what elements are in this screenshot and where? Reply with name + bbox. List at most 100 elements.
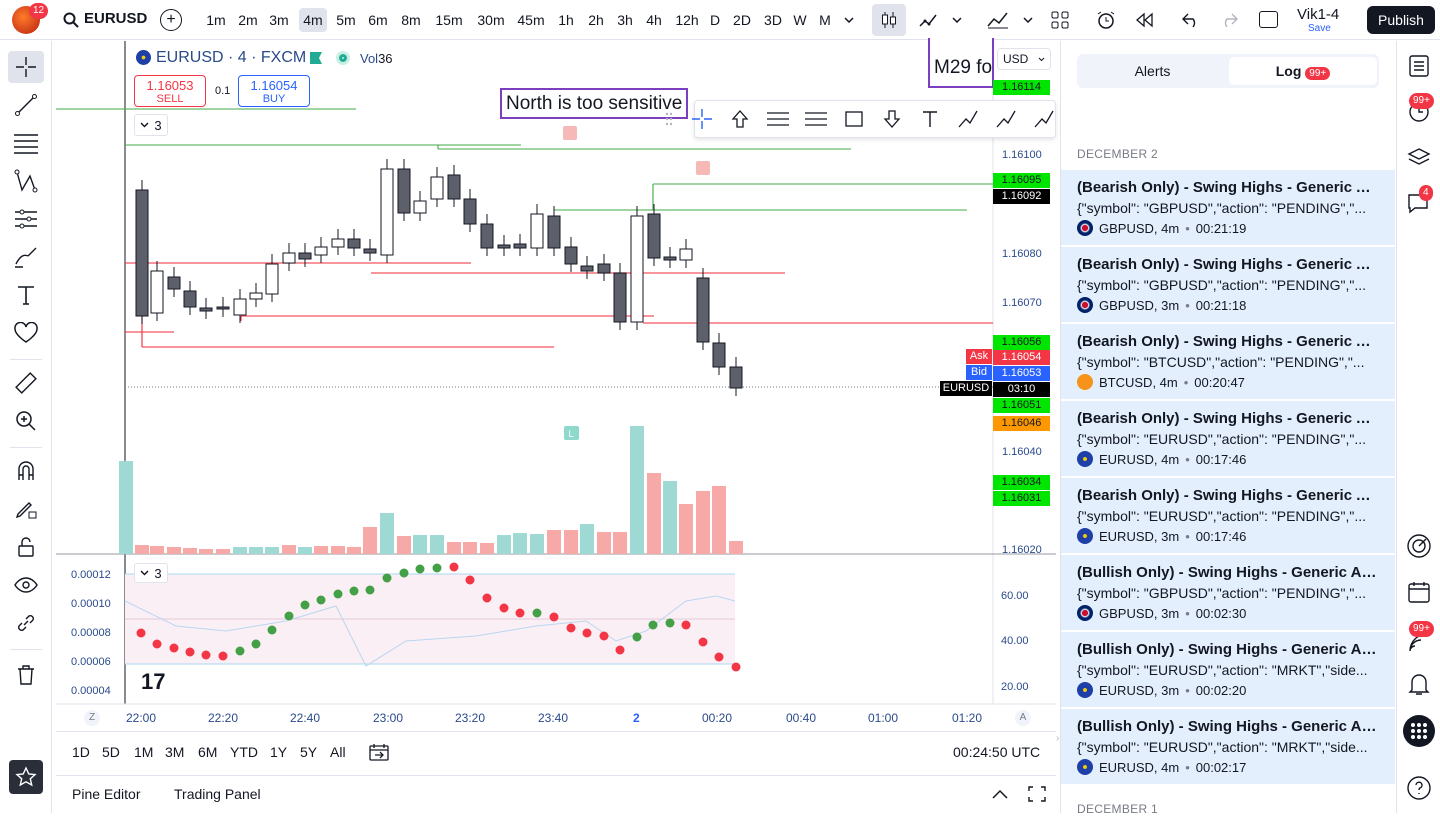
watchlist-icon[interactable]	[1405, 51, 1433, 81]
auto-scale-button[interactable]: A	[1015, 710, 1031, 726]
text-annotation-north[interactable]: North is too sensitive	[500, 88, 689, 119]
candle[interactable]	[463, 198, 477, 225]
interval-5m[interactable]: 5m	[336, 12, 356, 28]
notifications-bell-icon[interactable]	[1405, 669, 1433, 699]
indicators-icon[interactable]	[985, 8, 1011, 32]
candle[interactable]	[363, 248, 377, 254]
link-icon[interactable]	[8, 607, 44, 639]
highlighter-icon[interactable]	[1030, 105, 1058, 133]
zoom-in-icon[interactable]	[8, 405, 44, 437]
sell-button[interactable]: 1.16053 SELL	[134, 75, 206, 107]
layout-name[interactable]: Vik1-4	[1297, 6, 1340, 23]
interval-D[interactable]: D	[709, 12, 721, 28]
candle[interactable]	[547, 215, 561, 249]
range-1D[interactable]: 1D	[72, 744, 90, 760]
range-5Y[interactable]: 5Y	[300, 744, 318, 760]
candle[interactable]	[183, 290, 197, 308]
interval-2h[interactable]: 2h	[588, 12, 604, 28]
interval-W[interactable]: W	[793, 12, 807, 28]
candle[interactable]	[447, 174, 461, 200]
candle[interactable]	[249, 292, 263, 300]
indicators-template-icon[interactable]	[916, 8, 940, 32]
range-All[interactable]: All	[330, 744, 346, 760]
candle[interactable]	[480, 223, 494, 249]
tab-log[interactable]: Log 99+	[1229, 57, 1377, 85]
interval-12h[interactable]: 12h	[675, 12, 699, 28]
interval-4m[interactable]: 4m	[299, 8, 327, 32]
candle[interactable]	[282, 252, 296, 264]
pattern-tool-icon[interactable]	[8, 165, 44, 197]
arrow-down-icon[interactable]	[878, 105, 906, 133]
interval-6m[interactable]: 6m	[368, 12, 388, 28]
alert-log-item[interactable]: (Bearish Only) - Swing Highs - Generic A…	[1061, 324, 1395, 399]
chevron-up-icon[interactable]	[990, 785, 1010, 803]
currency-select[interactable]: USD	[997, 48, 1051, 70]
text-tool-icon[interactable]	[8, 279, 44, 311]
interval-2D[interactable]: 2D	[733, 12, 751, 28]
interval-3D[interactable]: 3D	[764, 12, 782, 28]
maximize-panel-icon[interactable]	[1026, 784, 1048, 804]
timezone-button[interactable]: Z	[84, 710, 100, 726]
symbol-search[interactable]: EURUSD	[84, 10, 148, 27]
chart-area[interactable]: L 17 EURUSD · 4 · FXCM Vol36 1.16053 SEL…	[56, 38, 1357, 761]
replay-icon[interactable]	[1132, 8, 1156, 32]
layers-icon[interactable]	[1405, 143, 1433, 173]
pine-editor-tab[interactable]: Pine Editor	[72, 786, 141, 802]
indicators-collapse[interactable]: 3	[134, 114, 168, 136]
layout-grid-icon[interactable]	[1048, 8, 1072, 32]
undo-icon[interactable]	[1180, 8, 1202, 32]
range-6M[interactable]: 6M	[198, 744, 218, 760]
candle[interactable]	[380, 168, 394, 256]
price-chart[interactable]: L 17	[56, 41, 1056, 731]
interval-4h[interactable]: 4h	[646, 12, 662, 28]
arrow-up-icon[interactable]	[726, 105, 754, 133]
publish-button[interactable]: Publish	[1367, 6, 1435, 34]
candle[interactable]	[265, 263, 279, 295]
goto-date-icon[interactable]	[368, 741, 390, 763]
interval-45m[interactable]: 45m	[517, 12, 545, 28]
eye-icon[interactable]	[8, 569, 44, 601]
fullscreen-icon[interactable]	[1259, 11, 1278, 28]
candle[interactable]	[347, 238, 361, 249]
path-icon[interactable]	[954, 105, 982, 133]
interval-15m[interactable]: 15m	[435, 12, 463, 28]
target-icon[interactable]	[1405, 531, 1433, 561]
lock-icon[interactable]	[8, 531, 44, 563]
search-icon[interactable]	[62, 11, 80, 29]
rectangle-icon[interactable]	[840, 105, 868, 133]
apps-grid-icon[interactable]	[1403, 715, 1435, 747]
help-icon[interactable]	[1405, 773, 1433, 803]
heart-icon[interactable]	[8, 317, 44, 349]
interval-1h[interactable]: 1h	[558, 12, 574, 28]
candle[interactable]	[167, 276, 181, 290]
redo-icon[interactable]	[1218, 8, 1240, 32]
favorites-star-icon[interactable]	[9, 760, 43, 794]
forecast-tool-icon[interactable]	[8, 203, 44, 235]
candles-icon[interactable]	[872, 4, 906, 36]
panel-resize-handle[interactable]: ›	[1056, 733, 1060, 744]
cursor-icon[interactable]	[688, 105, 716, 133]
ruler-icon[interactable]	[8, 367, 44, 399]
drag-handle-icon[interactable]	[662, 105, 676, 133]
crosshair-tool-icon[interactable]	[8, 51, 44, 83]
brush-tool-icon[interactable]	[8, 241, 44, 273]
candle[interactable]	[597, 263, 611, 274]
candle[interactable]	[613, 272, 627, 323]
interval-M[interactable]: M	[819, 12, 831, 28]
fib-tool-icon[interactable]	[8, 127, 44, 159]
alert-log-item[interactable]: (Bearish Only) - Swing Highs - Generic A…	[1061, 170, 1395, 245]
candle[interactable]	[199, 307, 213, 312]
text-annotation-m29[interactable]: M29 fo	[928, 38, 994, 88]
candle[interactable]	[712, 342, 726, 368]
range-YTD[interactable]: YTD	[230, 744, 258, 760]
interval-30m[interactable]: 30m	[477, 12, 505, 28]
interval-3h[interactable]: 3h	[617, 12, 633, 28]
buy-button[interactable]: 1.16054 BUY	[238, 75, 310, 107]
candle[interactable]	[314, 246, 328, 256]
chevron-down-icon[interactable]	[1021, 12, 1035, 28]
candle[interactable]	[150, 270, 164, 314]
calendar-icon[interactable]	[1405, 577, 1433, 607]
candle[interactable]	[216, 306, 230, 310]
trash-icon[interactable]	[8, 659, 44, 691]
fib-channel-icon[interactable]	[764, 105, 792, 133]
